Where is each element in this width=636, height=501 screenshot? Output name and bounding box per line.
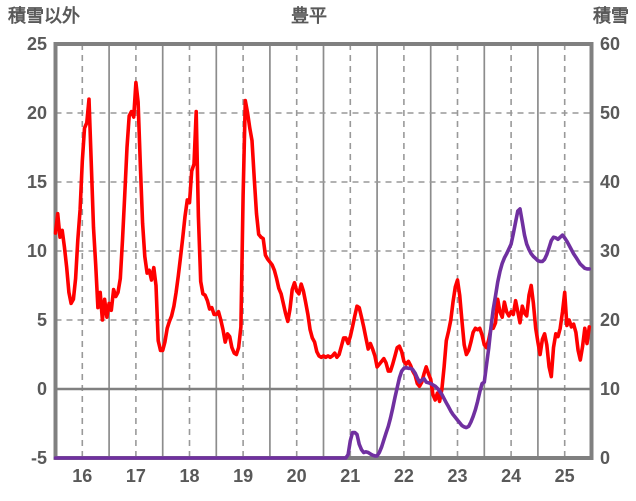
chart-title: 豊平: [291, 6, 327, 26]
series-line-snow: [53, 207, 592, 460]
x-axis-tick: 25: [554, 466, 575, 486]
right-axis-tick: 30: [600, 241, 621, 261]
left-axis-tick: 15: [26, 172, 47, 192]
right-axis-tick: 60: [600, 34, 621, 54]
left-axis-tick: 25: [26, 34, 47, 54]
left-axis-title: 積雪以外: [8, 6, 80, 26]
right-axis-tick: 0: [600, 448, 611, 468]
x-axis-tick: 24: [501, 466, 522, 486]
left-axis-tick: 20: [26, 103, 47, 123]
x-axis-tick: 21: [340, 466, 361, 486]
right-axis-tick: 20: [600, 310, 621, 330]
x-axis-tick: 18: [179, 466, 200, 486]
series-line-other: [53, 80, 592, 404]
x-axis-tick: 22: [393, 466, 414, 486]
right-axis-tick: 50: [600, 103, 621, 123]
right-axis-tick: 40: [600, 172, 621, 192]
x-axis-tick: 19: [233, 466, 254, 486]
left-axis-tick: 10: [26, 241, 47, 261]
right-axis-tick: 10: [600, 379, 621, 399]
x-axis-tick: 20: [286, 466, 307, 486]
right-axis-title: 積雪: [593, 6, 629, 26]
left-axis-tick: 0: [36, 379, 47, 399]
left-axis-tick: 5: [36, 310, 47, 330]
x-axis-tick: 23: [447, 466, 468, 486]
left-axis-tick: -5: [30, 448, 47, 468]
x-axis-tick: 16: [72, 466, 93, 486]
x-axis-tick: 17: [125, 466, 146, 486]
